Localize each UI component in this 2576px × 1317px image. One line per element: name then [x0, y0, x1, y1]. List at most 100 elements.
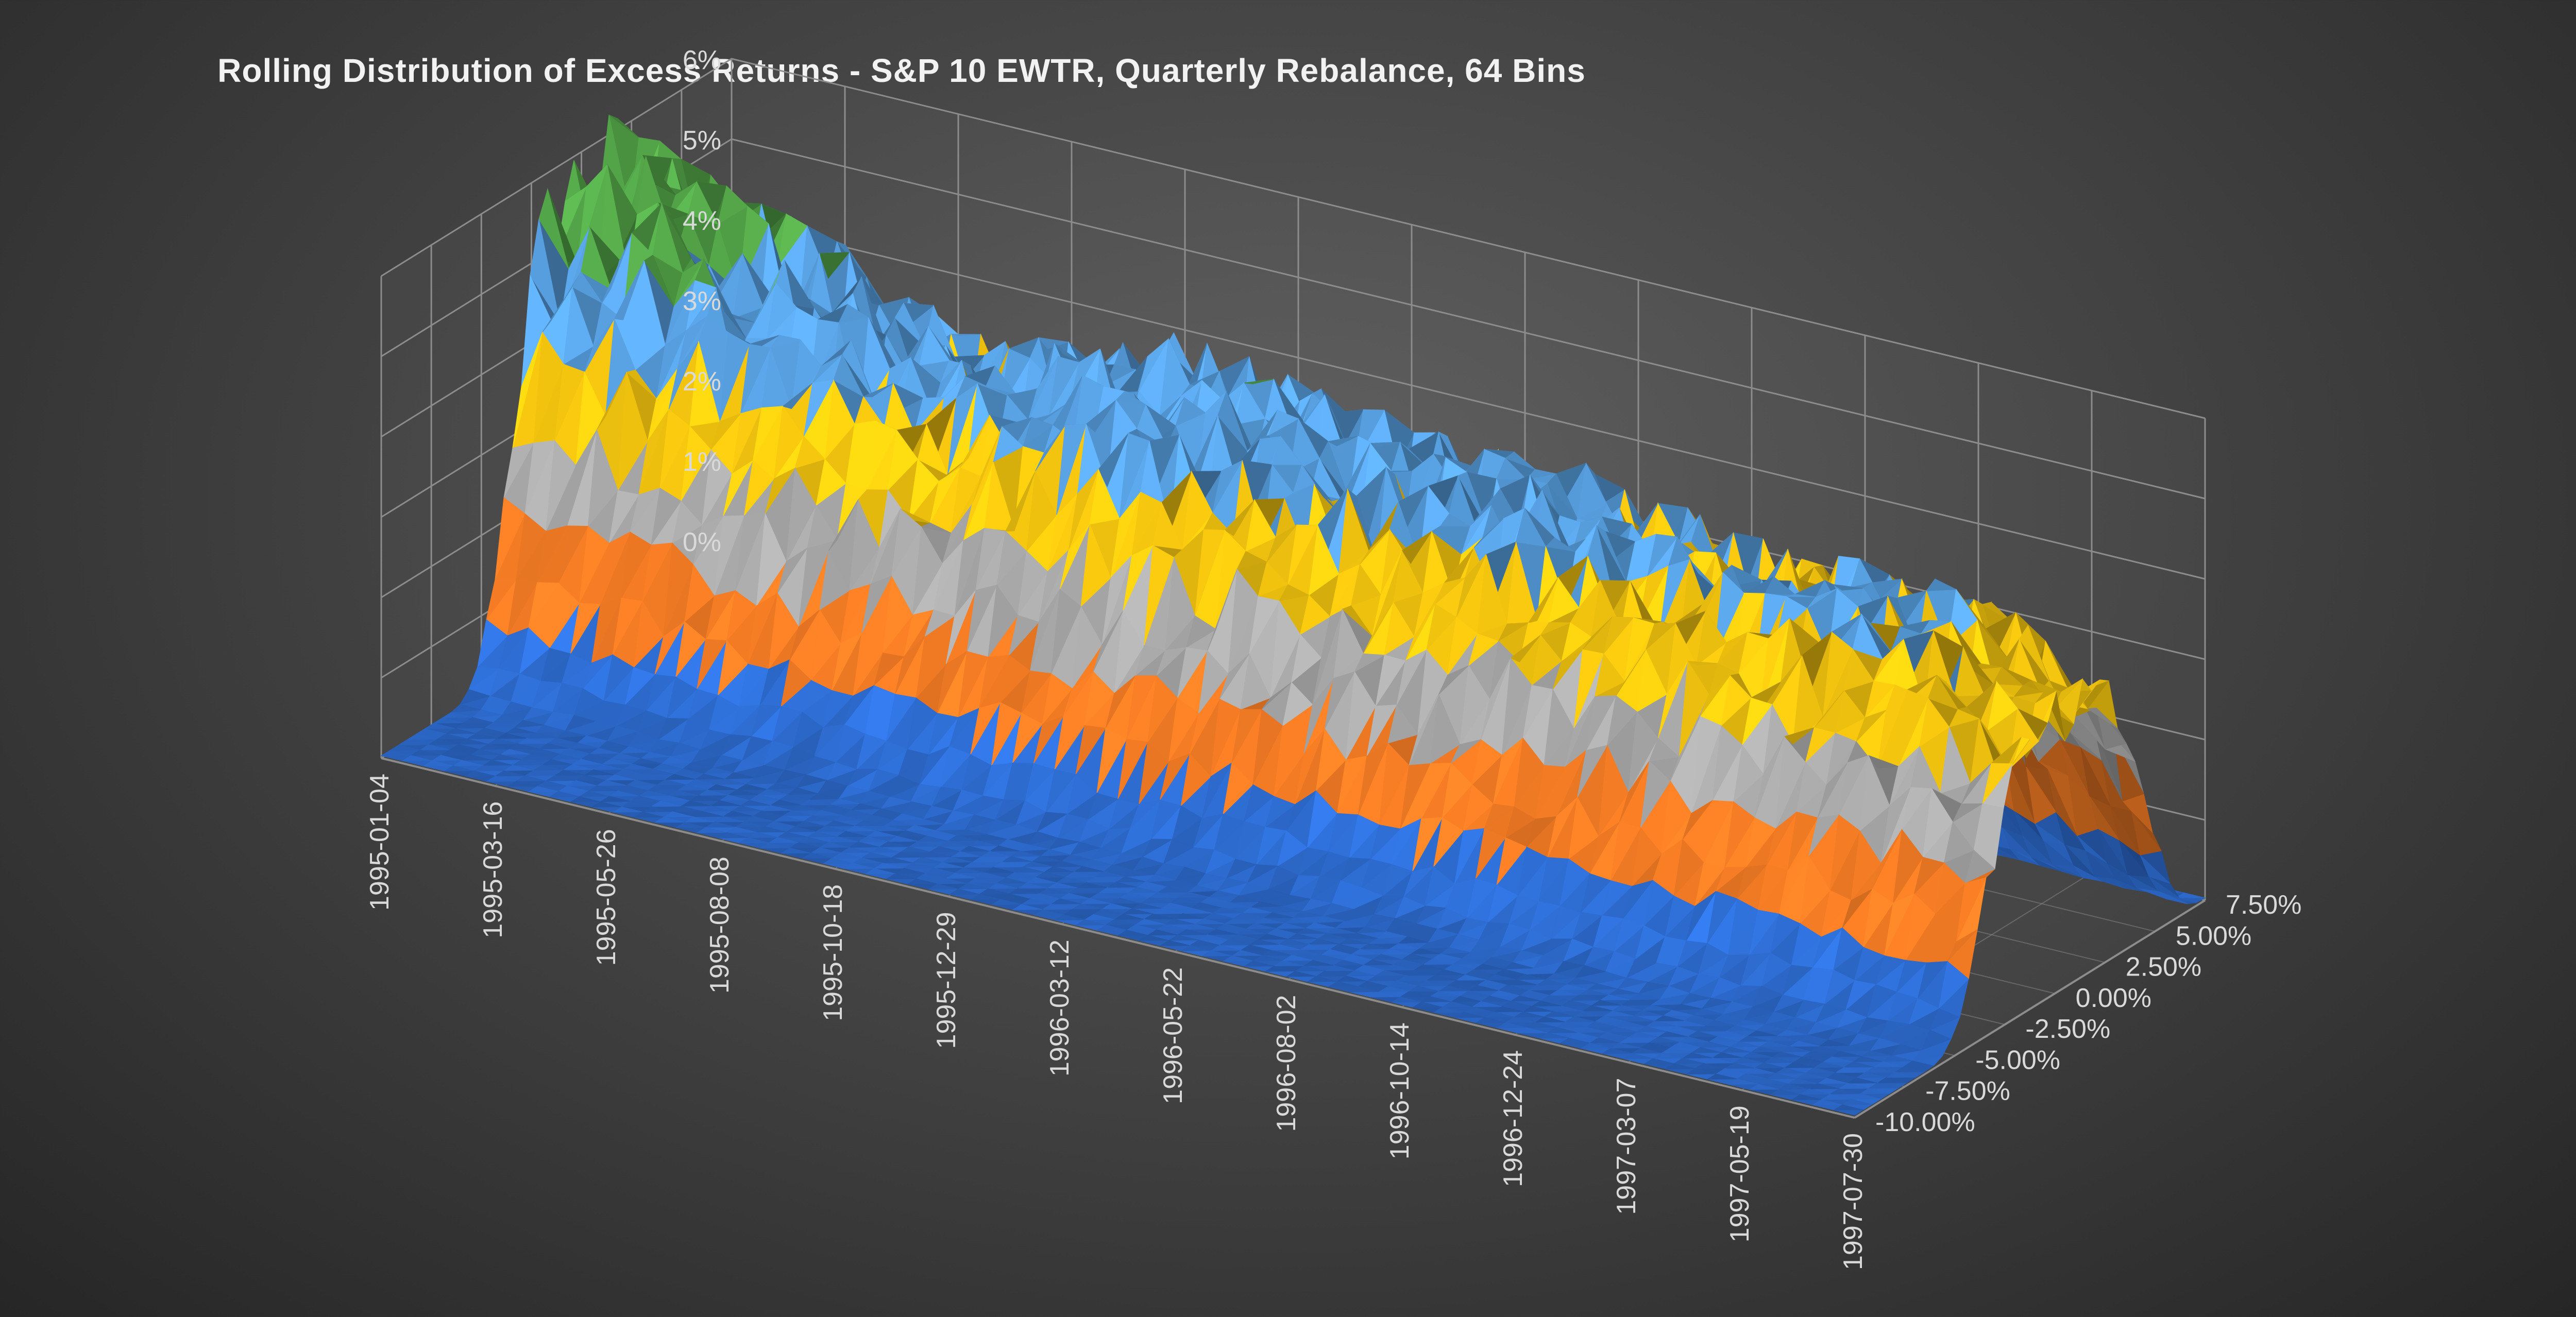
surface-facet: [1475, 828, 1506, 879]
surface-facet: [971, 856, 1003, 863]
surface-facet: [1665, 895, 1696, 937]
surface-facet: [1645, 1020, 1676, 1027]
surface-facet: [1245, 499, 1276, 552]
surface-facet: [1791, 923, 1822, 966]
surface-facet: [820, 804, 852, 811]
surface-facet: [1494, 968, 1525, 975]
surface-facet: [1036, 812, 1068, 832]
surface-facet: [1812, 927, 1843, 968]
surface-facet: [478, 743, 510, 750]
surface-facet: [1619, 761, 1650, 823]
surface-facet: [1219, 356, 1250, 397]
surface-facet: [1482, 957, 1513, 965]
surface-facet: [1283, 917, 1315, 923]
surface-facet: [1478, 922, 1510, 940]
surface-facet: [526, 732, 557, 739]
surface-facet: [738, 663, 769, 707]
surface-facet: [1142, 839, 1174, 858]
surface-facet: [2001, 826, 2032, 858]
surface-facet: [826, 762, 857, 781]
surface-facet: [468, 666, 500, 690]
surface-facet: [656, 330, 687, 399]
surface-facet: [1417, 649, 1448, 735]
surface-facet: [568, 743, 599, 749]
surface-facet: [573, 688, 605, 716]
surface-facet: [1671, 1004, 1702, 1011]
surface-facet: [1464, 969, 1496, 976]
surface-facet: [1891, 1044, 1922, 1056]
surface-facet: [1764, 1011, 1795, 1025]
surface-facet: [917, 835, 948, 842]
surface-facet: [1903, 1061, 1934, 1067]
surface-facet: [2005, 753, 2036, 825]
surface-facet: [1633, 1010, 1664, 1016]
surface-facet: [489, 669, 520, 697]
surface-facet: [582, 654, 613, 689]
surface-facet: [633, 600, 664, 669]
surface-facet: [1271, 905, 1302, 913]
surface-facet: [838, 304, 870, 323]
surface-facet: [1771, 1051, 1802, 1058]
surface-facet: [819, 550, 850, 611]
surface-facet: [608, 114, 639, 138]
surface-facet: [2122, 800, 2153, 833]
surface-facet: [868, 768, 900, 792]
surface-facet: [550, 754, 582, 760]
surface-facet: [638, 409, 669, 495]
surface-facet: [1182, 908, 1213, 914]
surface-facet: [580, 753, 612, 760]
surface-facet: [1338, 489, 1369, 575]
surface-facet: [1199, 897, 1230, 903]
surface-facet: [1468, 633, 1499, 666]
surface-facet: [1043, 866, 1074, 873]
surface-facet: [994, 799, 1026, 821]
surface-facet: [652, 763, 683, 769]
surface-facet: [972, 426, 1003, 505]
surface-facet: [705, 590, 736, 640]
surface-facet: [1689, 559, 1720, 592]
surface-facet: [1973, 803, 2004, 850]
surface-facet: [1398, 936, 1429, 944]
surface-facet: [1317, 933, 1348, 939]
surface-facet: [1430, 693, 1461, 764]
surface-facet: [954, 527, 985, 616]
surface-facet: [1757, 864, 1789, 911]
surface-facet: [945, 590, 976, 665]
surface-facet: [1550, 905, 1582, 940]
surface-facet: [595, 700, 626, 722]
surface-facet: [541, 759, 573, 765]
surface-facet: [1184, 847, 1215, 868]
surface-facet: [1451, 739, 1481, 763]
surface-facet: [510, 673, 541, 703]
surface-facet: [1421, 763, 1452, 819]
surface-facet: [1234, 821, 1266, 860]
surface-facet: [2013, 810, 2045, 842]
surface-facet: [1710, 977, 1741, 999]
surface-facet: [1080, 524, 1111, 607]
surface-facet: [1554, 961, 1585, 974]
surface-facet: [859, 790, 890, 805]
surface-facet: [2052, 864, 2082, 878]
surface-facet: [1231, 709, 1262, 763]
surface-facet: [719, 795, 750, 801]
surface-facet: [2056, 812, 2087, 851]
surface-facet: [884, 819, 915, 826]
surface-facet: [865, 685, 896, 734]
surface-facet: [933, 540, 964, 610]
surface-facet: [542, 286, 573, 333]
surface-facet: [1789, 1040, 1820, 1047]
surface-facet: [940, 746, 971, 788]
surface-facet: [1342, 605, 1372, 636]
surface-facet: [719, 332, 750, 422]
surface-facet: [661, 756, 692, 764]
surface-facet: [1885, 1071, 1917, 1078]
surface-facet: [524, 440, 555, 514]
surface-facet: [1035, 871, 1065, 878]
surface-facet: [710, 800, 741, 807]
surface-facet: [703, 767, 734, 775]
surface-facet: [833, 353, 865, 398]
surface-facet: [1343, 909, 1375, 922]
chart-title: Rolling Distribution of Excess Returns -…: [217, 52, 1586, 89]
surface-facet: [655, 779, 687, 785]
surface-facet: [1377, 931, 1408, 939]
